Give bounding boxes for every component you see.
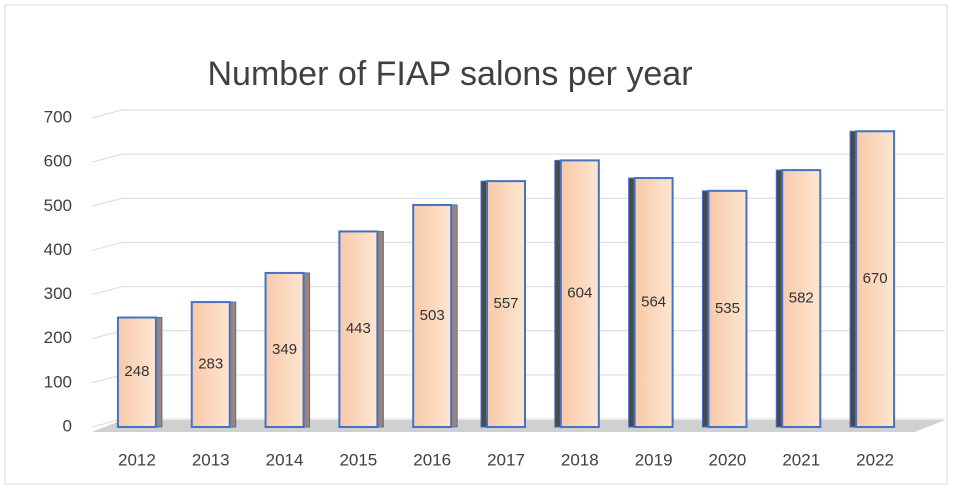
chart-title: Number of FIAP salons per year [207,55,692,93]
bar [264,271,305,429]
x-tick-label: 2022 [856,450,894,469]
x-tick-label: 2018 [561,450,599,469]
value-label: 670 [863,270,888,287]
value-label: 604 [567,285,592,302]
value-label: 248 [124,363,149,380]
y-tick-label: 500 [44,196,72,215]
bar [116,316,157,429]
value-label: 582 [789,290,814,307]
grid-line [91,197,123,207]
value-label: 557 [493,295,518,312]
bar [412,203,453,428]
x-tick-label: 2017 [487,450,525,469]
x-tick-label: 2013 [192,450,230,469]
bar [559,159,600,428]
bar [190,301,231,428]
y-tick-label: 700 [44,107,72,126]
bar [486,180,526,428]
y-tick-label: 100 [44,372,72,391]
bar [855,130,896,428]
bar [781,169,822,429]
value-label: 443 [346,320,371,337]
value-label: 564 [641,293,666,310]
value-label: 535 [715,300,740,317]
bars: 2012 248 2013 283 2014 349 2015 443 2016 503 2017 5… [116,130,896,469]
grid-line [91,241,123,251]
x-tick-label: 2014 [266,450,304,469]
y-tick-label: 400 [44,240,72,259]
bar [338,230,379,428]
y-tick-label: 200 [44,328,72,347]
value-label: 349 [272,341,297,358]
x-tick-label: 2012 [118,450,156,469]
x-tick-label: 2019 [635,450,673,469]
x-tick-label: 2021 [782,450,820,469]
grid-line [91,153,123,163]
grid-line [91,286,123,296]
value-label: 283 [198,356,223,373]
y-tick-label: 300 [44,284,72,303]
bar [707,189,748,428]
y-tick-label: 0 [63,416,72,435]
grid-line [91,109,123,119]
value-label: 503 [420,307,445,324]
x-tick-label: 2016 [413,450,451,469]
bar [633,177,674,428]
y-tick-label: 600 [44,152,72,171]
x-tick-label: 2020 [709,450,747,469]
x-tick-label: 2015 [339,450,377,469]
